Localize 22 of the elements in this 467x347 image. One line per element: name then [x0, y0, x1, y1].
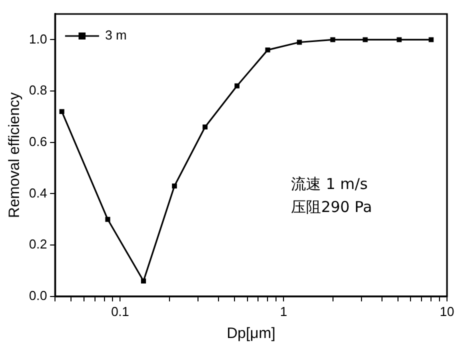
- y-tick-label: 1.0: [28, 31, 48, 46]
- y-tick-label: 0.2: [28, 236, 48, 252]
- point: [396, 37, 402, 42]
- point: [202, 124, 208, 130]
- point: [428, 37, 434, 42]
- point: [105, 216, 110, 222]
- y-tick-label: 0.6: [28, 134, 48, 149]
- y-axis-title: Removal efficiency: [6, 92, 24, 218]
- annotation: 压阻290 Pa: [291, 198, 372, 216]
- y-tick-label: 0.4: [28, 185, 48, 200]
- y-tick-label: 0.8: [28, 82, 48, 98]
- y-tick-label: 0.0: [28, 288, 48, 303]
- point: [330, 37, 336, 42]
- point: [265, 47, 270, 52]
- annotation: 流速 1 m/s: [291, 175, 368, 193]
- point: [234, 83, 240, 88]
- x-tick-label: 10: [440, 304, 454, 319]
- legend-label: 3 m: [105, 28, 127, 43]
- x-tick-label: 0.1: [111, 304, 130, 319]
- point: [362, 37, 368, 42]
- x-axis-title: Dp[μm]: [226, 325, 276, 342]
- x-tick-label: 1: [280, 304, 288, 319]
